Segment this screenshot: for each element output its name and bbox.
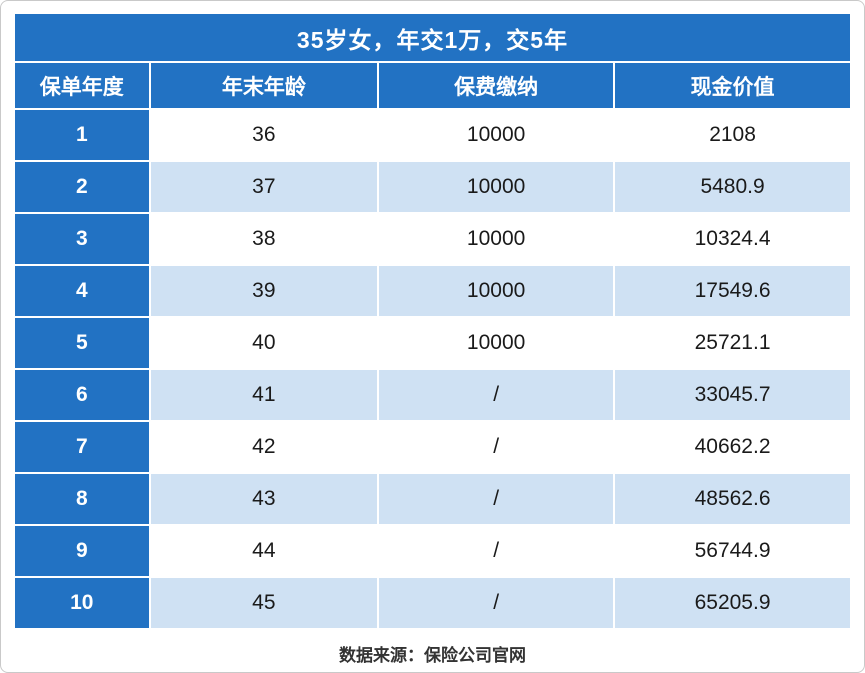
- column-header-0: 保单年度: [13, 61, 151, 110]
- policy-year-cell: 4: [13, 264, 151, 318]
- table-cell: 10000: [377, 160, 616, 214]
- table-cell: 10324.4: [613, 212, 852, 266]
- policy-year-cell: 10: [13, 576, 151, 630]
- data-source-note: 数据来源：保险公司官网: [339, 646, 526, 665]
- table-cell: 33045.7: [613, 368, 852, 422]
- policy-year-cell: 6: [13, 368, 151, 422]
- table-cell: 10000: [377, 264, 616, 318]
- table-title-row: 35岁女，年交1万，交5年: [13, 12, 852, 63]
- table-body: 1 36 10000 2108 2 37 10000 5480.9 3 38 10000 10324.…: [13, 108, 852, 630]
- table-cell: /: [377, 472, 616, 526]
- table-row: 9 44/56744.9: [13, 524, 852, 578]
- table-cell: 2108: [613, 108, 852, 162]
- table-cell: 42: [148, 420, 380, 474]
- policy-year-cell: 3: [13, 212, 151, 266]
- table-row: 6 41/33045.7: [13, 368, 852, 422]
- table-cell: 10000: [377, 108, 616, 162]
- table-cell: 43: [148, 472, 380, 526]
- table-cell: 17549.6: [613, 264, 852, 318]
- policy-year-cell: 7: [13, 420, 151, 474]
- cash-value-table: 35岁女，年交1万，交5年 保单年度 年末年龄 保费缴纳 现金价值 1 36 10000 2…: [13, 12, 852, 630]
- table-cell: 10000: [377, 212, 616, 266]
- table-row: 4 39 10000 17549.6: [13, 264, 852, 318]
- table-cell: 38: [148, 212, 380, 266]
- table-cell: /: [377, 368, 616, 422]
- column-header-3: 现金价值: [613, 61, 852, 110]
- table-cell: 65205.9: [613, 576, 852, 630]
- policy-year-cell: 5: [13, 316, 151, 370]
- table-cell: 48562.6: [613, 472, 852, 526]
- table-head: 35岁女，年交1万，交5年 保单年度 年末年龄 保费缴纳 现金价值: [13, 12, 852, 110]
- table-cell: /: [377, 576, 616, 630]
- table-row: 2 37 10000 5480.9: [13, 160, 852, 214]
- table-cell: /: [377, 524, 616, 578]
- policy-year-cell: 8: [13, 472, 151, 526]
- table-cell: /: [377, 420, 616, 474]
- table-title: 35岁女，年交1万，交5年: [13, 12, 852, 63]
- table-cell: 41: [148, 368, 380, 422]
- column-header-row: 保单年度 年末年龄 保费缴纳 现金价值: [13, 61, 852, 110]
- table-cell: 40: [148, 316, 380, 370]
- table-row: 3 38 10000 10324.4: [13, 212, 852, 266]
- table-cell: 39: [148, 264, 380, 318]
- table-cell: 25721.1: [613, 316, 852, 370]
- policy-year-cell: 2: [13, 160, 151, 214]
- table-cell: 40662.2: [613, 420, 852, 474]
- column-header-1: 年末年龄: [148, 61, 380, 110]
- table-cell: 10000: [377, 316, 616, 370]
- table-cell: 44: [148, 524, 380, 578]
- table-cell: 56744.9: [613, 524, 852, 578]
- table-row: 10 45/65205.9: [13, 576, 852, 630]
- table-cell: 5480.9: [613, 160, 852, 214]
- table-row: 8 43/48562.6: [13, 472, 852, 526]
- table-cell: 36: [148, 108, 380, 162]
- policy-year-cell: 9: [13, 524, 151, 578]
- table-cell: 45: [148, 576, 380, 630]
- table-row: 7 42/40662.2: [13, 420, 852, 474]
- table-row: 5 40 10000 25721.1: [13, 316, 852, 370]
- policy-year-cell: 1: [13, 108, 151, 162]
- table-row: 1 36 10000 2108: [13, 108, 852, 162]
- table-cell: 37: [148, 160, 380, 214]
- column-header-2: 保费缴纳: [377, 61, 616, 110]
